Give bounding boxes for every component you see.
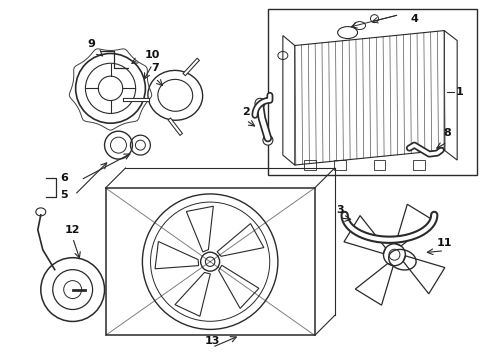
Text: 12: 12 [65,225,80,235]
Text: 7: 7 [151,63,159,73]
Text: 2: 2 [242,107,250,117]
Text: 3: 3 [336,205,343,215]
Text: 8: 8 [443,128,451,138]
Bar [268,9,477,175]
Bar [105,188,315,336]
Bar [334,160,345,170]
Text: 11: 11 [437,238,452,248]
Text: 1: 1 [455,87,463,97]
Bar [304,160,316,170]
Circle shape [263,135,273,145]
Text: 13: 13 [204,336,220,346]
Bar [373,160,386,170]
Text: 4: 4 [411,14,418,24]
Text: 6: 6 [60,173,68,183]
Text: 10: 10 [145,50,160,60]
Circle shape [255,98,265,108]
Bar [414,160,425,170]
Text: 9: 9 [88,39,96,49]
Text: 5: 5 [60,190,68,200]
